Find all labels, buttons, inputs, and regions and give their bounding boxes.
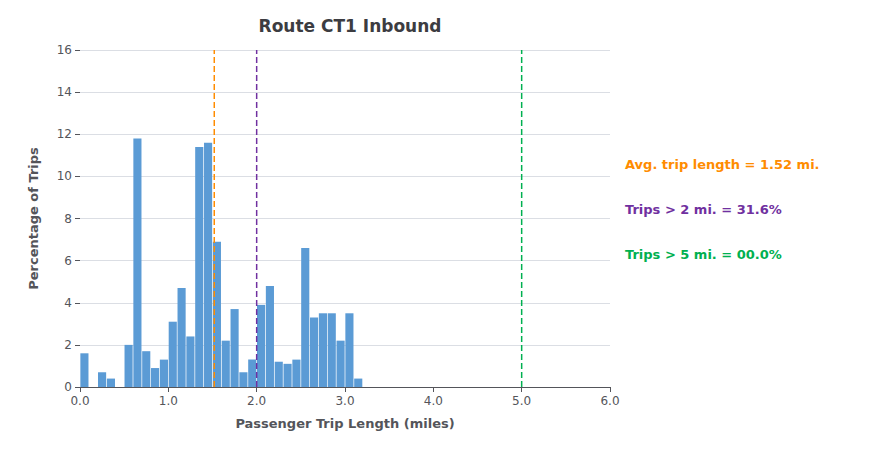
svg-text:16: 16 [57, 43, 72, 57]
svg-text:2: 2 [64, 338, 72, 352]
svg-text:12: 12 [57, 127, 72, 141]
svg-text:4.0: 4.0 [424, 394, 443, 408]
svg-text:6.0: 6.0 [600, 394, 619, 408]
svg-text:Trips > 2 mi. = 31.6%: Trips > 2 mi. = 31.6% [625, 202, 782, 217]
svg-text:4: 4 [64, 296, 72, 310]
svg-text:Passenger Trip Length (miles): Passenger Trip Length (miles) [235, 416, 454, 431]
svg-text:5.0: 5.0 [512, 394, 531, 408]
svg-text:10: 10 [57, 169, 72, 183]
svg-text:Route CT1 Inbound: Route CT1 Inbound [259, 16, 442, 36]
svg-text:8: 8 [64, 212, 72, 226]
svg-text:Avg. trip length = 1.52 mi.: Avg. trip length = 1.52 mi. [625, 157, 820, 172]
svg-text:Percentage of Trips: Percentage of Trips [26, 147, 41, 290]
svg-text:Trips > 5 mi. = 00.0%: Trips > 5 mi. = 00.0% [625, 247, 782, 262]
svg-text:6: 6 [64, 254, 72, 268]
svg-text:1.0: 1.0 [159, 394, 178, 408]
svg-text:2.0: 2.0 [247, 394, 266, 408]
svg-text:0.0: 0.0 [70, 394, 89, 408]
svg-text:3.0: 3.0 [335, 394, 354, 408]
svg-text:0: 0 [64, 380, 72, 394]
svg-text:14: 14 [57, 85, 72, 99]
